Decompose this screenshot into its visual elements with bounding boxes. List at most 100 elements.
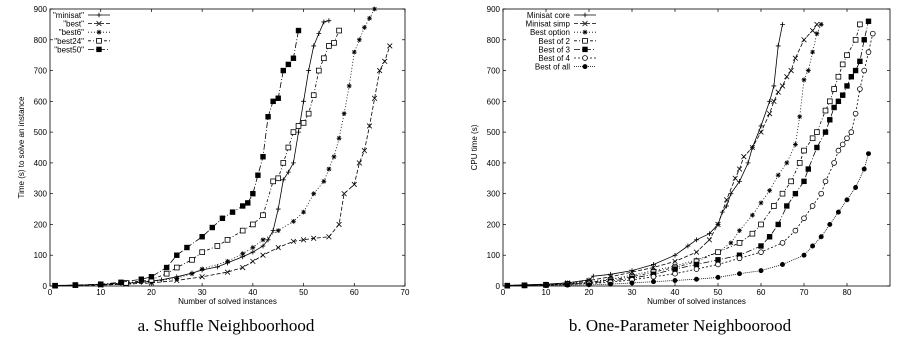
y-tick-label: 500 (34, 128, 48, 137)
data-point (590, 273, 596, 279)
data-point (861, 67, 867, 74)
data-point (737, 271, 742, 277)
data-point (741, 154, 747, 160)
data-point (351, 49, 357, 55)
data-point (771, 83, 777, 89)
y-tick-label: 900 (487, 5, 501, 14)
legend-marker (582, 46, 588, 53)
chart-shuffle-neighborhood: 0 100 200 300 400 500 600 700 800 900 0 10 20 30 40 50 6… (17, 5, 410, 306)
data-point (310, 92, 317, 98)
data-point (565, 282, 570, 288)
series-line (507, 24, 818, 286)
data-point (296, 129, 301, 135)
data-point (732, 175, 738, 181)
data-point (301, 98, 306, 104)
data-point (361, 147, 368, 154)
data-point (749, 230, 756, 237)
legend-marker (96, 38, 102, 44)
data-point (715, 221, 721, 228)
data-point (793, 142, 798, 147)
data-point (779, 240, 786, 246)
x-tick-label: 50 (714, 288, 723, 297)
data-point (758, 268, 764, 274)
data-point (758, 123, 764, 129)
data-point (844, 197, 850, 203)
data-point (844, 135, 850, 142)
data-point (758, 243, 764, 249)
data-point (629, 280, 635, 286)
data-point (835, 209, 841, 215)
data-point (311, 191, 317, 197)
data-point (715, 249, 721, 255)
data-point (316, 31, 322, 37)
data-point (245, 200, 251, 206)
data-point (758, 129, 764, 135)
data-point (199, 234, 205, 240)
data-point (771, 203, 777, 209)
data-point (321, 55, 327, 62)
data-point (270, 178, 276, 185)
legend-label: Minisat core (527, 11, 571, 20)
data-point (250, 221, 256, 228)
data-point (260, 243, 266, 249)
data-point (225, 258, 230, 264)
y-tick-label: 800 (34, 36, 48, 45)
data-point (250, 258, 256, 265)
data-point (775, 221, 781, 228)
data-point (693, 249, 700, 255)
data-point (321, 178, 327, 184)
data-point (285, 144, 292, 151)
data-point (749, 144, 756, 151)
series-line (55, 20, 329, 286)
data-point (270, 98, 276, 105)
data-point (775, 43, 781, 49)
series-best-of-all (504, 151, 871, 289)
data-point (255, 172, 261, 178)
legend-marker (582, 38, 588, 44)
data-point (801, 77, 807, 83)
data-point (341, 111, 347, 117)
data-point (224, 269, 231, 275)
legend-marker (582, 55, 588, 61)
data-point (321, 19, 327, 25)
data-point (52, 282, 58, 289)
legend-label: "best24" (54, 37, 84, 46)
data-point (346, 83, 352, 89)
data-point (805, 68, 811, 73)
data-point (801, 37, 807, 43)
y-tick-label: 600 (34, 97, 48, 106)
data-point (745, 160, 751, 166)
data-point (173, 264, 180, 271)
data-point (326, 166, 332, 172)
data-point (336, 135, 342, 141)
data-point (285, 61, 292, 68)
data-point (265, 114, 271, 120)
legend-label: Best of 2 (538, 37, 570, 46)
data-point (758, 249, 764, 255)
data-point (814, 129, 820, 135)
y-tick-label: 700 (487, 67, 501, 76)
data-point (138, 276, 144, 282)
data-point (98, 281, 104, 287)
x-axis-label: Number of solved instances (178, 297, 277, 306)
data-point (831, 86, 837, 92)
data-point (300, 120, 307, 126)
series-minisat (52, 18, 332, 288)
data-point (810, 243, 816, 249)
data-point (865, 49, 872, 55)
data-point (250, 249, 256, 255)
data-point (779, 190, 786, 197)
data-point (706, 237, 713, 243)
series-best (52, 43, 393, 289)
data-point (831, 104, 837, 111)
legend-marker (582, 12, 588, 18)
data-point (818, 21, 824, 27)
data-point (715, 274, 721, 280)
data-point (758, 221, 764, 228)
data-point (174, 275, 180, 281)
data-point (694, 237, 699, 243)
data-point (224, 237, 231, 243)
data-point (250, 245, 256, 250)
x-tick-label: 60 (757, 288, 766, 297)
data-point (839, 141, 846, 148)
